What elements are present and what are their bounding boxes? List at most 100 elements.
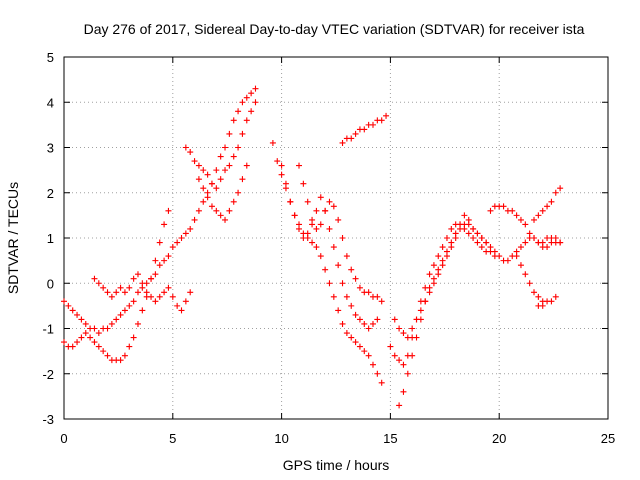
data-point	[187, 149, 194, 156]
data-point	[226, 130, 233, 137]
data-point	[117, 311, 124, 318]
data-point	[100, 284, 107, 291]
data-point	[213, 185, 220, 192]
data-point	[239, 99, 246, 106]
data-point	[200, 198, 207, 205]
data-point	[282, 180, 289, 187]
grid	[64, 57, 608, 419]
data-point	[378, 379, 385, 386]
data-point	[335, 307, 342, 314]
data-point	[557, 239, 564, 246]
data-point	[117, 284, 124, 291]
y-tick-label: -3	[42, 412, 54, 427]
data-points	[61, 85, 564, 409]
data-point	[513, 253, 520, 260]
x-tick-label: 15	[383, 431, 397, 446]
data-point	[439, 244, 446, 251]
data-point	[252, 99, 259, 106]
data-point	[95, 330, 102, 337]
data-point	[208, 180, 215, 187]
data-point	[339, 235, 346, 241]
data-point	[383, 112, 390, 119]
data-point	[544, 244, 551, 251]
y-tick-label: -1	[42, 322, 54, 337]
data-point	[95, 280, 102, 287]
data-point	[361, 320, 368, 327]
data-point	[461, 212, 468, 219]
data-point	[531, 216, 538, 223]
data-point	[522, 221, 529, 228]
data-point	[174, 302, 181, 309]
data-point	[230, 153, 237, 160]
data-point	[478, 244, 485, 251]
axis-ticks	[63, 56, 609, 420]
data-point	[182, 230, 189, 237]
data-series-11	[396, 212, 477, 409]
data-point	[61, 339, 67, 346]
data-point	[470, 235, 477, 241]
data-point	[222, 167, 229, 174]
data-point	[317, 194, 324, 201]
data-point	[535, 212, 542, 219]
data-point	[182, 298, 189, 305]
data-point	[300, 235, 307, 241]
data-point	[217, 212, 224, 219]
data-series-16	[531, 185, 564, 223]
data-point	[365, 289, 372, 296]
data-point	[287, 198, 294, 205]
data-point	[356, 316, 363, 323]
y-tick-label: 5	[47, 50, 54, 65]
data-point	[352, 130, 359, 137]
data-point	[78, 334, 85, 341]
data-point	[82, 330, 89, 337]
data-point	[69, 307, 76, 314]
data-point	[126, 343, 133, 350]
data-point	[413, 334, 420, 341]
data-point	[121, 289, 128, 296]
data-point	[335, 216, 342, 223]
data-point	[513, 212, 520, 219]
data-point	[243, 162, 250, 169]
x-tick-label: 20	[492, 431, 506, 446]
data-point	[235, 108, 242, 115]
data-point	[448, 244, 455, 251]
data-point	[313, 207, 320, 214]
data-point	[343, 330, 350, 337]
data-point	[95, 343, 102, 350]
data-point	[156, 239, 163, 246]
data-point	[465, 221, 472, 228]
data-point	[544, 203, 551, 210]
data-point	[304, 198, 311, 205]
data-point	[134, 289, 141, 296]
data-point	[165, 207, 172, 214]
data-point	[248, 90, 255, 97]
data-point	[322, 266, 329, 273]
data-point	[535, 293, 542, 300]
data-point	[361, 126, 368, 133]
data-point	[548, 198, 555, 205]
y-tick-label: 2	[47, 186, 54, 201]
data-point	[239, 130, 246, 137]
data-point	[448, 225, 455, 232]
data-point	[326, 225, 333, 232]
data-point	[352, 275, 359, 282]
data-series-9	[339, 112, 390, 146]
data-point	[557, 185, 564, 192]
data-point	[356, 343, 363, 350]
data-point	[161, 221, 168, 228]
data-point	[300, 180, 307, 187]
data-point	[248, 108, 255, 115]
data-series-10	[387, 221, 498, 368]
y-tick-label: -2	[42, 367, 54, 382]
data-point	[374, 370, 381, 377]
data-point	[552, 189, 559, 196]
data-point	[374, 316, 381, 323]
data-point	[500, 203, 507, 210]
data-point	[148, 275, 155, 282]
data-point	[108, 320, 115, 327]
data-point	[204, 171, 211, 178]
data-point	[239, 176, 246, 183]
data-point	[65, 302, 72, 309]
data-point	[531, 235, 538, 241]
data-point	[404, 370, 411, 377]
